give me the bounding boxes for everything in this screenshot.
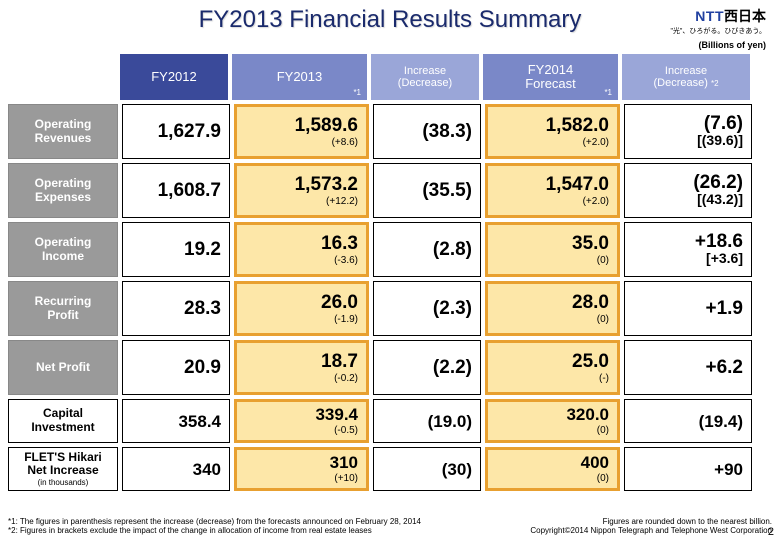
cell: (26.2)[(43.2)] [624,163,752,218]
cell: 19.2 [122,222,230,277]
cell: 1,608.7 [122,163,230,218]
footnote-1: *1: The figures in parenthesis represent… [8,517,421,527]
cell: 358.4 [122,399,230,443]
footnote-r2: Copyright©2014 Nippon Telegraph and Tele… [530,526,772,536]
table-row: OperatingExpenses1,608.71,573.2(+12.2)(3… [8,163,772,218]
cell: 1,589.6(+8.6) [234,104,369,159]
cell: +90 [624,447,752,491]
unit-label: (Billions of yen) [699,40,767,50]
cell: 320.0(0) [485,399,620,443]
hdr-fy2014: FY2014 Forecast *1 [483,54,618,100]
table-row: Net Profit20.918.7(-0.2)(2.2)25.0(-)+6.2 [8,340,772,395]
cell: 25.0(-) [485,340,620,395]
logo-tagline: "光"、ひろがる。ひびきあう。 [670,26,766,36]
cell: 1,573.2(+12.2) [234,163,369,218]
cell: 400(0) [485,447,620,491]
results-table: FY2012 FY2013 *1 Increase (Decrease) FY2… [8,54,772,491]
cell: 1,627.9 [122,104,230,159]
page-title: FY2013 Financial Results Summary [0,0,780,34]
cell: 28.0(0) [485,281,620,336]
header-row: FY2012 FY2013 *1 Increase (Decrease) FY2… [8,54,772,100]
cell: 339.4(-0.5) [234,399,369,443]
cell: 340 [122,447,230,491]
cell: 1,547.0(+2.0) [485,163,620,218]
row-label: CapitalInvestment [8,399,118,443]
cell: (19.0) [373,399,481,443]
cell: (2.3) [373,281,481,336]
table-row: RecurringProfit28.326.0(-1.9)(2.3)28.0(0… [8,281,772,336]
hdr-fy2013: FY2013 *1 [232,54,367,100]
cell: (2.8) [373,222,481,277]
row-label: FLET'S HikariNet Increase(in thousands) [8,447,118,491]
cell: 16.3(-3.6) [234,222,369,277]
cell: 28.3 [122,281,230,336]
hdr-increase-1: Increase (Decrease) [371,54,479,100]
logo-en: NTT [695,8,724,24]
cell: 18.7(-0.2) [234,340,369,395]
logo: NTT西日本 "光"、ひろがる。ひびきあう。 [670,6,766,36]
cell: 26.0(-1.9) [234,281,369,336]
row-label: OperatingRevenues [8,104,118,159]
cell: +1.9 [624,281,752,336]
hdr-increase-2: Increase (Decrease) *2 [622,54,750,100]
logo-jp: 西日本 [724,8,766,24]
row-label: Net Profit [8,340,118,395]
cell: 310(+10) [234,447,369,491]
table-row: OperatingRevenues1,627.91,589.6(+8.6)(38… [8,104,772,159]
table-row: CapitalInvestment358.4339.4(-0.5)(19.0)3… [8,399,772,443]
table-row: FLET'S HikariNet Increase(in thousands)3… [8,447,772,491]
cell: +6.2 [624,340,752,395]
cell: (19.4) [624,399,752,443]
row-label: RecurringProfit [8,281,118,336]
table-row: OperatingIncome19.216.3(-3.6)(2.8)35.0(0… [8,222,772,277]
cell: (30) [373,447,481,491]
cell: 1,582.0(+2.0) [485,104,620,159]
cell: (35.5) [373,163,481,218]
cell: 20.9 [122,340,230,395]
page-number: 2 [768,526,774,538]
footnotes: *1: The figures in parenthesis represent… [8,517,772,536]
row-label: OperatingExpenses [8,163,118,218]
footnote-2: *2: Figures in brackets exclude the impa… [8,526,421,536]
footnote-r1: Figures are rounded down to the nearest … [530,517,772,527]
row-label: OperatingIncome [8,222,118,277]
hdr-fy2012: FY2012 [120,54,228,100]
cell: (7.6)[(39.6)] [624,104,752,159]
cell: 35.0(0) [485,222,620,277]
cell: (38.3) [373,104,481,159]
cell: (2.2) [373,340,481,395]
cell: +18.6[+3.6] [624,222,752,277]
